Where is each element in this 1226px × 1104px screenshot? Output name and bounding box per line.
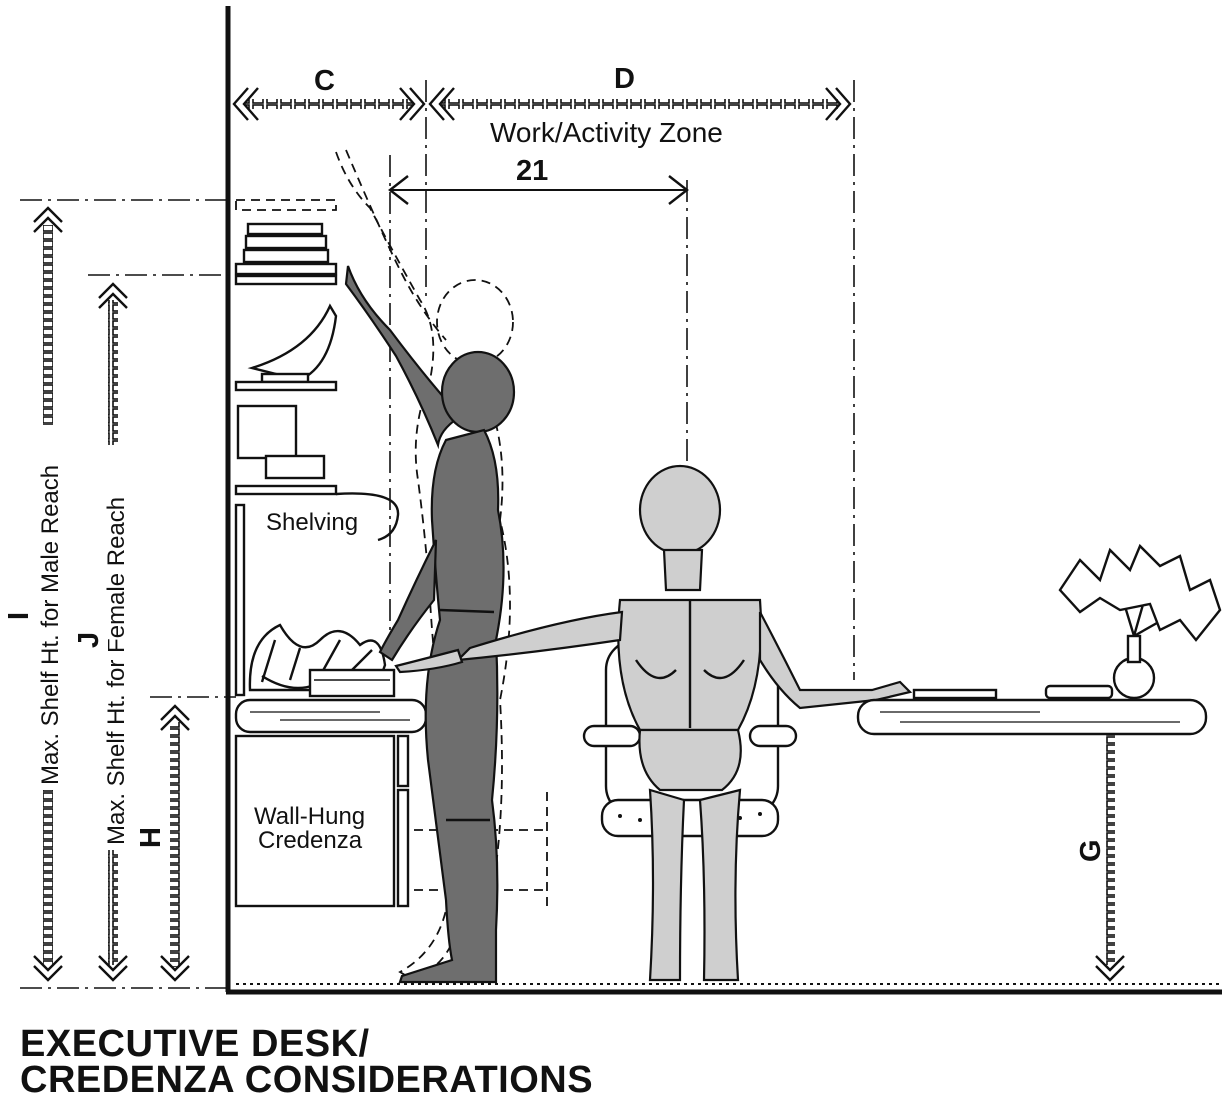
work-zone-label: Work/Activity Zone	[490, 117, 723, 148]
wall-hung-credenza: Wall-Hung Credenza	[234, 668, 428, 908]
male-reach-label: Max. Shelf Ht. for Male Reach	[37, 465, 64, 785]
dimension-d-label: D	[614, 63, 635, 95]
diagram-title-line1: EXECUTIVE DESK/	[20, 1023, 370, 1065]
credenza-label-line2: Credenza	[258, 827, 363, 854]
dimension-c-label: C	[314, 65, 335, 97]
dimension-c: C	[232, 65, 426, 121]
dimension-g-label: G	[1075, 839, 1107, 862]
seated-male-figure	[394, 464, 913, 982]
credenza-label-line1: Wall-Hung	[254, 803, 365, 830]
desk-vase-flowers-icon	[1058, 543, 1222, 700]
dimension-d: D Work/Activity Zone	[428, 63, 852, 148]
dimension-reach-21-label: 21	[516, 155, 548, 187]
diagram-title: EXECUTIVE DESK/ CREDENZA CONSIDERATIONS	[20, 1023, 594, 1101]
dimension-i-label: I	[3, 612, 35, 620]
dimension-h-label: H	[135, 827, 167, 848]
dimension-reach-21: 21	[388, 155, 689, 205]
standing-female-figure	[344, 265, 516, 984]
dimension-g: G	[1074, 706, 1125, 982]
shelving-unit: Shelving	[234, 199, 400, 697]
executive-desk	[856, 684, 1208, 736]
diagram-title-line2: CREDENZA CONSIDERATIONS	[20, 1059, 594, 1101]
female-reach-label: Max. Shelf Ht. for Female Reach	[103, 497, 130, 845]
shelving-label: Shelving	[266, 509, 358, 536]
dimension-j-label: J	[73, 632, 105, 648]
dimension-h: H	[134, 704, 190, 982]
dimension-j: Max. Shelf Ht. for Female Reach J	[73, 282, 132, 982]
dimension-i: Max. Shelf Ht. for Male Reach I	[3, 206, 68, 982]
